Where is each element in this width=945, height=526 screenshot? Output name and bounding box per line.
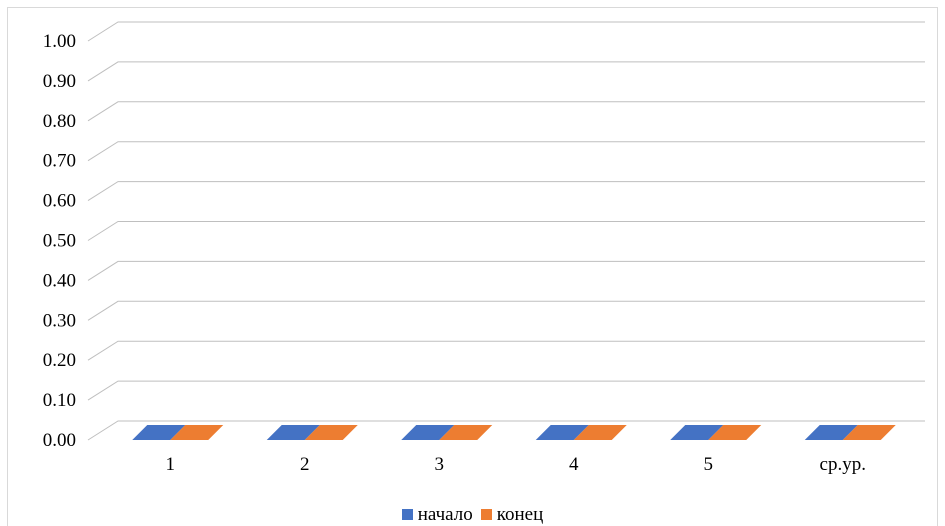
bar xyxy=(804,425,858,440)
x-tick-label: 3 xyxy=(435,454,445,475)
gridline xyxy=(87,61,925,82)
gridline xyxy=(87,260,925,281)
bar xyxy=(670,425,724,440)
y-tick-label: 0.70 xyxy=(43,151,76,172)
legend-swatch-start xyxy=(401,509,413,520)
bar xyxy=(266,425,320,440)
y-tick-label: 0.60 xyxy=(43,191,76,212)
y-tick-label: 0.50 xyxy=(43,231,76,252)
legend-swatch-end xyxy=(480,509,492,520)
bar xyxy=(573,425,627,440)
y-tick-label: 0.80 xyxy=(43,111,76,132)
gridline xyxy=(87,21,925,42)
bar xyxy=(304,425,358,440)
bar xyxy=(439,425,493,440)
y-tick-label: 1.00 xyxy=(43,31,76,52)
gridline xyxy=(87,221,925,241)
bar xyxy=(842,425,896,440)
x-tick-label: 2 xyxy=(300,454,310,475)
y-tick-label: 0.40 xyxy=(43,270,76,291)
bar xyxy=(708,425,762,440)
gridline xyxy=(87,420,925,441)
legend-item-start: начало xyxy=(401,503,473,526)
legend-item-end: конец xyxy=(480,503,544,526)
y-tick-label: 0.20 xyxy=(43,350,76,371)
x-tick-label: 1 xyxy=(166,454,176,475)
gridline xyxy=(87,340,925,361)
x-tick-label: ср.ур. xyxy=(820,454,866,475)
y-tick-label: 0.30 xyxy=(43,310,76,331)
gridline xyxy=(87,300,925,321)
bar xyxy=(401,425,455,440)
y-tick-label: 0.00 xyxy=(43,430,76,451)
y-tick-label: 0.10 xyxy=(43,390,76,411)
x-tick-label: 5 xyxy=(704,454,714,475)
legend-label-end: конец xyxy=(496,503,544,525)
legend-label-start: начало xyxy=(417,503,473,525)
gridline xyxy=(87,141,925,162)
bar xyxy=(170,425,224,440)
gridline xyxy=(87,380,925,401)
x-tick-label: 4 xyxy=(569,454,579,475)
gridline xyxy=(87,101,925,122)
bar xyxy=(535,425,589,440)
gridline xyxy=(87,181,925,202)
y-tick-label: 0.90 xyxy=(43,71,76,92)
legend: начало конец xyxy=(0,503,945,526)
bar xyxy=(132,425,186,440)
